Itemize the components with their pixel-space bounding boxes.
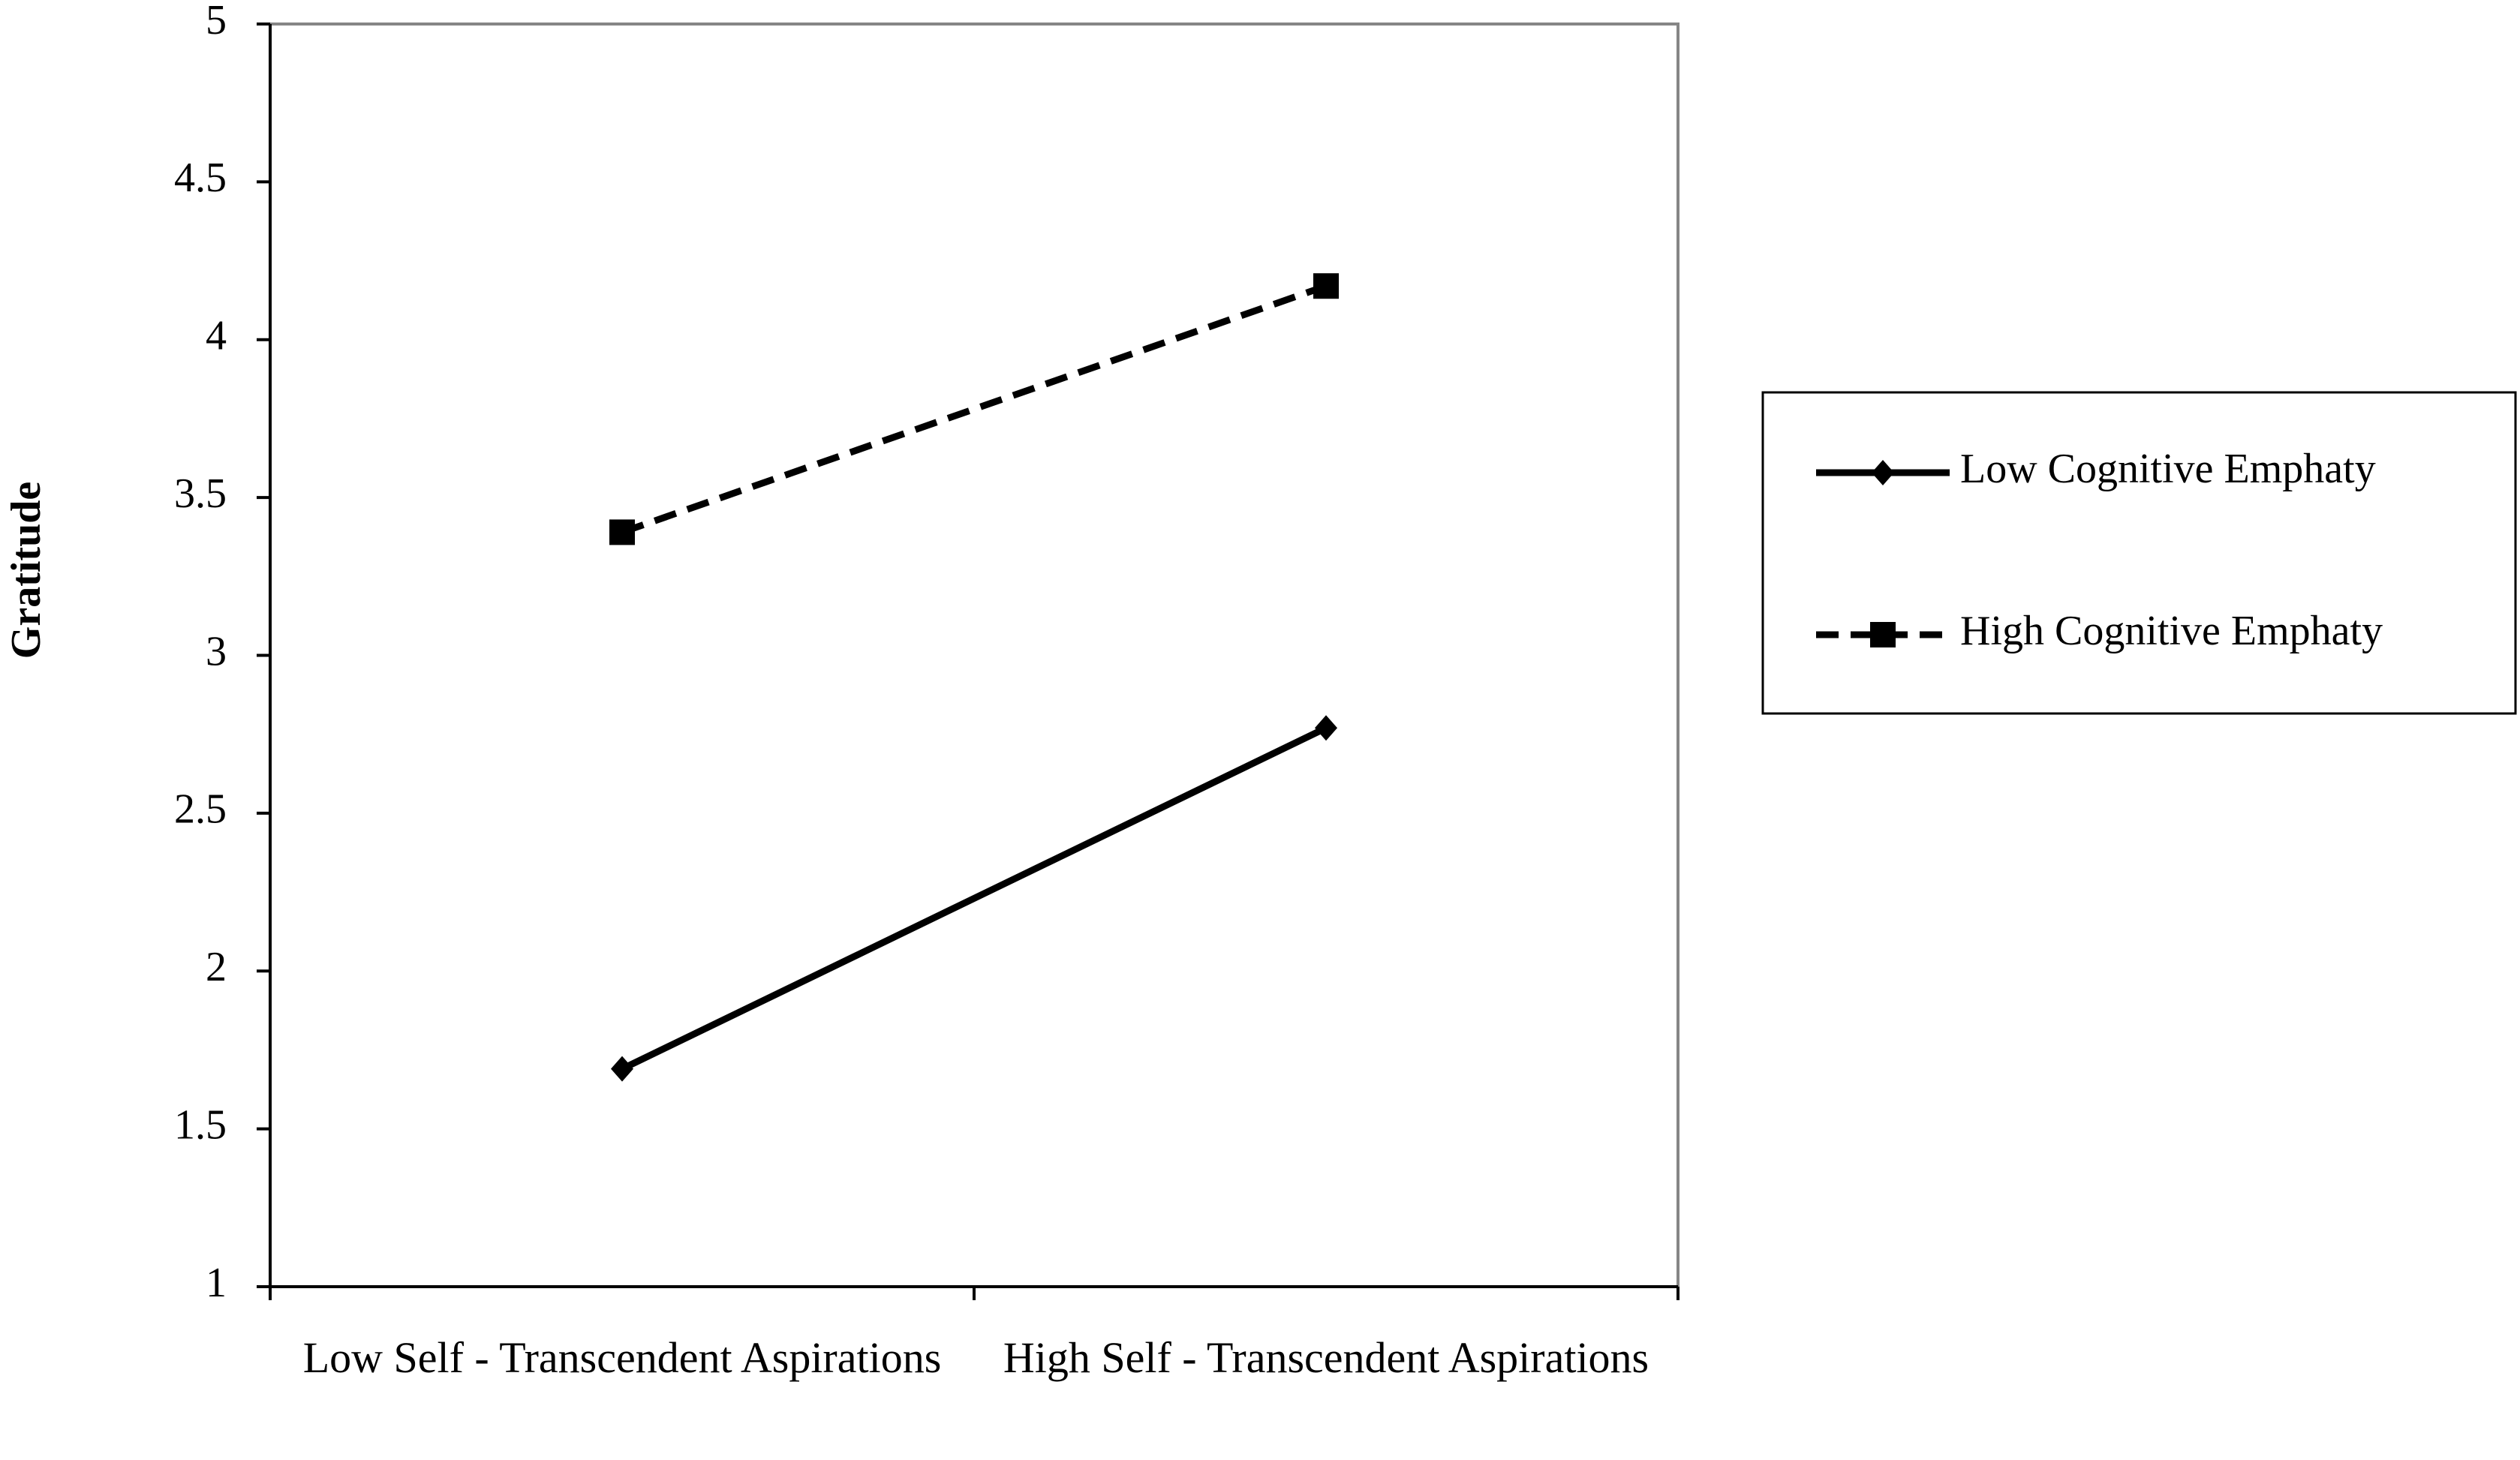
data-point	[1315, 715, 1337, 741]
series-line	[621, 725, 1328, 1072]
legend-label: Low Cognitive Emphaty	[1960, 446, 2376, 492]
data-point	[609, 519, 635, 545]
legend-marker	[1872, 460, 1894, 485]
legend-box	[1761, 391, 2517, 715]
data-point	[611, 1056, 633, 1082]
y-tick-label: 4.5	[174, 155, 227, 201]
y-tick-label: 2.5	[174, 786, 227, 833]
y-tick-label: 1	[206, 1260, 227, 1306]
series-line	[621, 282, 1328, 536]
y-tick-label: 5	[206, 0, 227, 44]
legend-label: High Cognitive Emphaty	[1960, 608, 2383, 654]
x-tick-label: High Self - Transcendent Aspirations	[1003, 1333, 1649, 1382]
data-point	[1313, 273, 1339, 299]
y-tick-label: 3	[206, 628, 227, 674]
y-tick-label: 2	[206, 944, 227, 990]
plot-frame	[269, 23, 1679, 1288]
x-tick-label: Low Self - Transcendent Aspirations	[302, 1333, 942, 1382]
y-tick-label: 1.5	[174, 1101, 227, 1148]
y-tick-label: 4	[206, 313, 227, 359]
y-tick-label: 3.5	[174, 470, 227, 517]
y-axis-label: Gratitude	[3, 482, 50, 659]
legend-marker	[1870, 622, 1896, 647]
